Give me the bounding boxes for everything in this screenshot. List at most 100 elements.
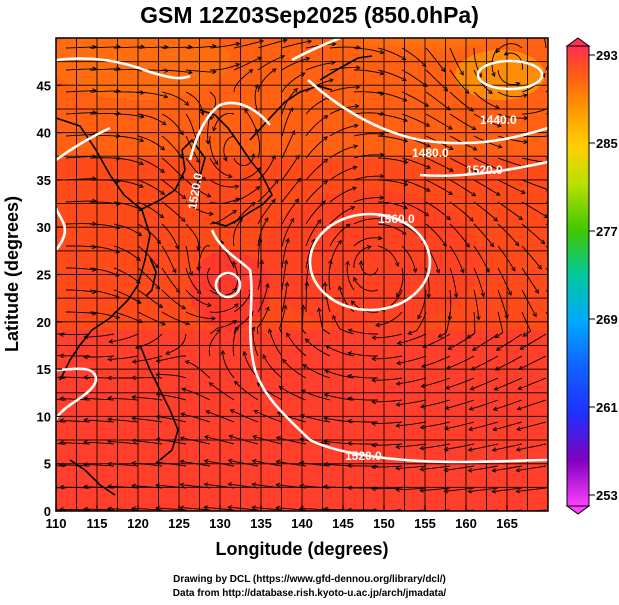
streamline-arrow (164, 68, 169, 73)
streamline-arrow (200, 111, 205, 116)
streamline (185, 311, 216, 319)
streamline (425, 157, 454, 172)
streamline (113, 68, 144, 71)
streamline (281, 40, 312, 49)
streamline-arrow (443, 488, 449, 494)
streamline-arrow (520, 189, 526, 194)
contour-label-1480: 1480.0 (412, 146, 449, 160)
streamline (497, 289, 508, 319)
streamline-arrow (304, 281, 310, 286)
streamline (114, 113, 144, 118)
streamline (329, 206, 355, 225)
streamline-arrow (323, 180, 329, 185)
streamline (449, 245, 464, 273)
streamline (545, 267, 548, 271)
streamline-arrow (488, 89, 493, 94)
streamline-arrow (491, 489, 497, 494)
streamline-arrow (211, 316, 216, 321)
streamline-arrow (229, 409, 235, 414)
streamline-arrow (354, 103, 360, 109)
colorbar-tick-label: 277 (596, 224, 618, 239)
streamline-arrow (209, 211, 214, 217)
streamline (156, 355, 186, 362)
streamline (305, 96, 331, 115)
streamline (305, 136, 328, 159)
streamline-arrow (492, 426, 498, 432)
streamline (66, 245, 96, 248)
streamline-arrow (322, 281, 328, 287)
streamline (109, 333, 139, 343)
streamline-arrow (161, 120, 167, 126)
streamline-arrow (251, 458, 257, 464)
streamline (332, 315, 355, 335)
streamline-arrow (227, 458, 233, 464)
streamline-arrow (108, 339, 114, 344)
streamline-arrow (443, 86, 449, 92)
streamline-arrow (395, 423, 401, 428)
streamline-arrow (353, 144, 359, 149)
streamline (256, 306, 270, 335)
streamline-arrow (540, 239, 546, 245)
streamline-arrow (36, 441, 40, 445)
streamline-arrow (440, 67, 446, 73)
streamline-arrow (136, 256, 141, 261)
streamline (107, 508, 139, 511)
streamline-arrow (469, 217, 474, 222)
streamline (66, 267, 96, 271)
streamline-arrow (468, 406, 474, 411)
streamline (521, 201, 548, 218)
streamline-arrow (375, 322, 380, 328)
contour-line-1480-east (307, 79, 548, 145)
streamline-arrow (347, 373, 353, 379)
streamline (377, 47, 406, 60)
streamline (353, 175, 384, 181)
streamline-arrow (472, 168, 478, 173)
streamline (448, 333, 475, 350)
streamline (65, 68, 97, 71)
streamline-arrow (196, 289, 202, 295)
streamline (262, 354, 283, 379)
streamline (207, 267, 220, 293)
streamline-arrow (352, 165, 358, 171)
streamline-arrow (516, 406, 522, 411)
streamline-arrow (131, 394, 136, 400)
streamline-arrow (448, 145, 454, 150)
map-title: GSM 12Z03Sep2025 (850.0hPa) (140, 2, 479, 28)
streamline (161, 69, 192, 74)
streamline (305, 200, 326, 225)
streamline (521, 179, 548, 191)
streamline-arrow (305, 56, 311, 62)
streamline (516, 465, 547, 472)
streamline (185, 113, 198, 142)
streamline (517, 399, 547, 410)
streamline (156, 374, 187, 379)
streamline-arrow (179, 505, 184, 511)
streamline (185, 69, 216, 73)
streamline (108, 418, 139, 423)
streamline-arrow (36, 486, 40, 490)
streamline-arrow (83, 417, 88, 423)
y-axis-ticks: 0 5 10 15 20 25 30 35 40 45 (37, 78, 62, 519)
streamline-arrow (511, 266, 516, 272)
streamline (113, 289, 142, 304)
streamline (209, 157, 233, 178)
streamline-arrow (59, 353, 64, 358)
streamline (137, 135, 165, 151)
streamline-arrow (493, 386, 499, 391)
streamline (472, 333, 499, 351)
streamline-arrow (345, 260, 350, 266)
streamline (497, 201, 523, 220)
streamline-arrow (208, 382, 214, 387)
streamline (89, 267, 120, 277)
streamline (281, 260, 287, 291)
streamline-arrow (265, 282, 270, 288)
streamline-arrow (184, 101, 190, 106)
streamline-arrow (366, 244, 372, 250)
streamline (132, 439, 163, 445)
streamline (449, 157, 477, 173)
streamline-arrow (265, 306, 270, 311)
streamline (137, 223, 161, 244)
streamline-arrow (235, 63, 241, 68)
streamline-arrow (275, 505, 280, 511)
streamline (277, 412, 307, 423)
